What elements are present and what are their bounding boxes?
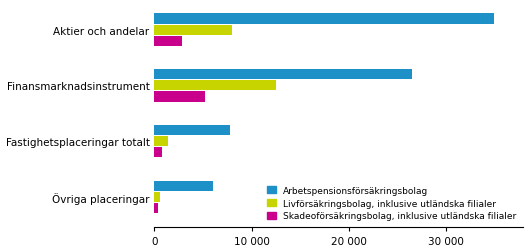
Bar [154, 192, 160, 202]
Bar [154, 147, 162, 158]
Bar [154, 136, 168, 147]
Bar [154, 25, 232, 36]
Bar [154, 181, 213, 191]
Bar [154, 203, 158, 213]
Bar [154, 14, 494, 24]
Bar [154, 70, 412, 80]
Bar [154, 92, 205, 102]
Bar [154, 37, 181, 47]
Bar [154, 81, 276, 91]
Legend: Arbetspensionsförsäkringsbolag, Livförsäkringsbolag, inklusive utländska filiale: Arbetspensionsförsäkringsbolag, Livförsä… [264, 183, 519, 223]
Bar [154, 125, 230, 136]
